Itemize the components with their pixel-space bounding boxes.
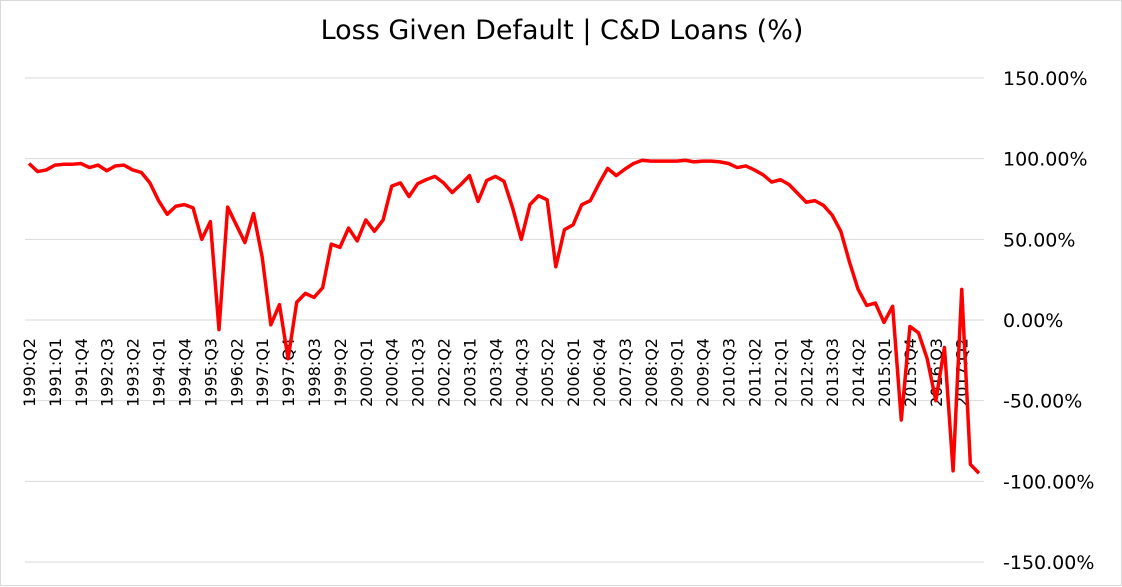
- x-tick-label: 2016:Q3: [927, 338, 946, 407]
- series-line: [27, 158, 981, 475]
- x-tick-label: 2013:Q3: [823, 338, 842, 407]
- y-tick-label: -100.00%: [1003, 471, 1094, 493]
- x-tick-label: 1994:Q1: [150, 338, 169, 407]
- x-tick-label: 1992:Q3: [98, 338, 117, 407]
- x-tick-label: 1993:Q2: [124, 338, 143, 407]
- x-axis-tick-labels: 1990:Q2 1991:Q1 1991:Q4 1992:Q3 1993:Q2 1994:…: [20, 338, 972, 407]
- gridlines: [25, 77, 984, 563]
- x-tick-label: 2006:Q4: [590, 338, 609, 407]
- x-tick-label: 1994:Q4: [175, 338, 194, 407]
- x-tick-label: 2001:Q3: [409, 338, 428, 407]
- x-tick-label: 2012:Q1: [771, 338, 790, 407]
- x-tick-label: 2007:Q3: [616, 338, 635, 407]
- x-tick-label: 2000:Q1: [357, 338, 376, 407]
- chart-title: Loss Given Default | C&D Loans (%): [320, 15, 804, 46]
- x-tick-label: 1998:Q3: [305, 338, 324, 407]
- y-tick-label: 100.00%: [1003, 149, 1088, 171]
- x-tick-label: 1997:Q1: [253, 338, 272, 407]
- x-tick-label: 1996:Q2: [227, 338, 246, 407]
- y-tick-label: -150.00%: [1003, 552, 1094, 574]
- x-tick-label: 2003:Q4: [486, 338, 505, 407]
- x-tick-label: 2015:Q1: [875, 338, 894, 407]
- x-tick-label: 1997:Q4: [279, 338, 298, 407]
- x-tick-label: 2006:Q1: [564, 338, 583, 407]
- x-tick-label: 2010:Q3: [720, 338, 739, 407]
- x-tick-label: 2012:Q4: [797, 338, 816, 407]
- y-tick-label: 50.00%: [1003, 229, 1075, 251]
- x-tick-label: 2002:Q2: [435, 338, 454, 407]
- x-tick-label: 2008:Q2: [642, 338, 661, 407]
- x-tick-label: 2000:Q4: [383, 338, 402, 407]
- x-tick-label: 2004:Q3: [512, 338, 531, 407]
- x-tick-label: 1990:Q2: [20, 338, 39, 407]
- x-tick-label: 1991:Q4: [72, 338, 91, 407]
- y-tick-label: 150.00%: [1003, 68, 1088, 90]
- x-tick-label: 2009:Q4: [694, 338, 713, 407]
- x-tick-label: 1995:Q3: [201, 338, 220, 407]
- x-tick-label: 1999:Q2: [331, 338, 350, 407]
- x-tick-label: 2005:Q2: [538, 338, 557, 407]
- x-tick-label: 1991:Q1: [46, 338, 65, 407]
- x-tick-label: 2014:Q2: [849, 338, 868, 407]
- y-tick-label: 0.00%: [1003, 310, 1063, 332]
- x-tick-label: 2009:Q1: [668, 338, 687, 407]
- y-axis-tick-labels: 150.00% 100.00% 50.00% 0.00% -50.00% -100.00%…: [1003, 68, 1094, 574]
- x-tick-label: 2011:Q2: [745, 338, 764, 407]
- y-tick-label: -50.00%: [1003, 391, 1082, 413]
- series-group: [27, 158, 981, 475]
- x-tick-label: 2003:Q1: [460, 338, 479, 407]
